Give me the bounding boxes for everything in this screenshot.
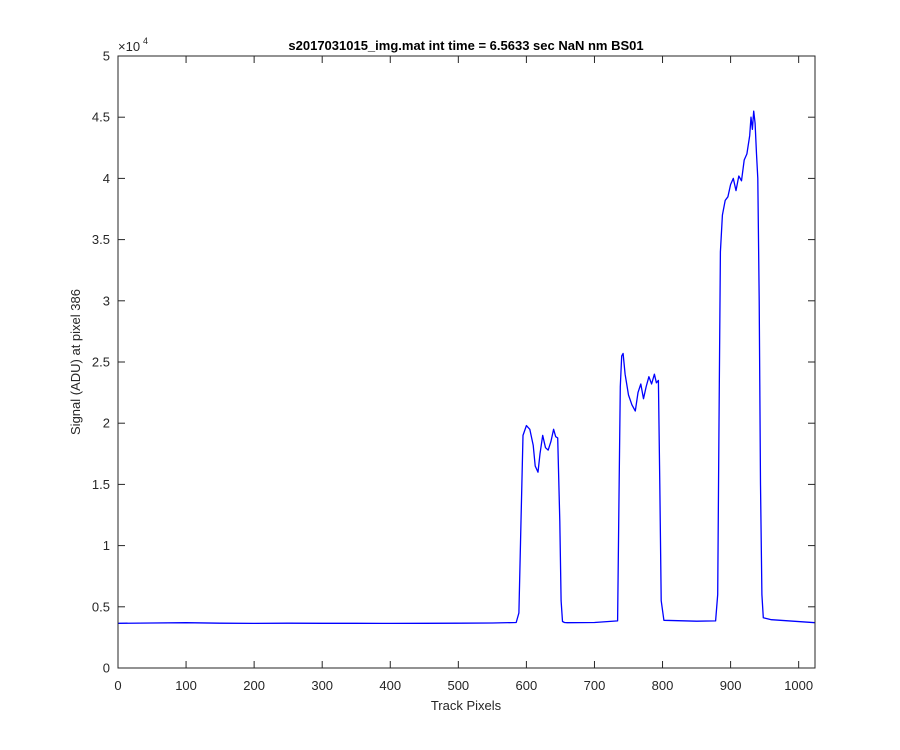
y-axis-label: Signal (ADU) at pixel 386 [68,289,83,435]
y-tick-label: 5 [103,49,110,64]
series-line-0 [117,110,816,625]
y-tick-label: 1.5 [92,477,110,492]
x-tick-label: 700 [584,678,606,693]
x-tick-label: 0 [114,678,121,693]
x-tick-label: 800 [652,678,674,693]
y-tick-label: 1 [103,538,110,553]
x-tick-label: 1000 [784,678,813,693]
y-tick-label: 0 [103,661,110,676]
x-axis-label: Track Pixels [431,698,502,713]
series-layer [117,110,816,625]
x-tick-label: 300 [311,678,333,693]
y-tick-label: 0.5 [92,599,110,614]
chart-title: s2017031015_img.mat int time = 6.5633 se… [288,38,643,53]
x-tick-label: 600 [516,678,538,693]
x-tick-label: 400 [379,678,401,693]
y-tick-label: 2.5 [92,355,110,370]
y-multiplier-exponent: 4 [143,36,148,46]
y-tick-label: 3.5 [92,232,110,247]
y-tick-label: 4.5 [92,110,110,125]
x-tick-label: 900 [720,678,742,693]
y-tick-label: 2 [103,416,110,431]
plot-area [118,56,815,668]
y-tick-label: 3 [103,293,110,308]
x-tick-label: 200 [243,678,265,693]
y-multiplier-base: ×10 [118,39,140,54]
ticks-layer: 0 100 200 300 400 500 600 700 800 900 1000 0 0.5 1 1.5… [92,49,815,693]
y-tick-label: 4 [103,171,110,186]
x-tick-label: 100 [175,678,197,693]
x-tick-label: 500 [447,678,469,693]
